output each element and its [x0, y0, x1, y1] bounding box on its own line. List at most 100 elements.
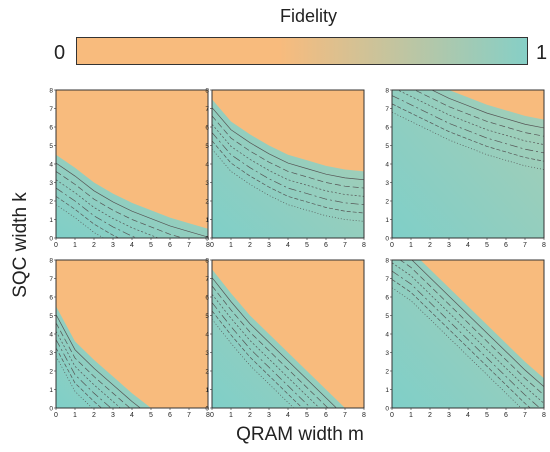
y-tick-label: 1: [205, 387, 209, 394]
x-tick-label: 7: [187, 412, 191, 419]
x-tick-label: 6: [504, 242, 508, 249]
y-tick-label: 8: [385, 258, 389, 265]
y-tick-label: 5: [49, 143, 53, 150]
contour-line: [411, 260, 544, 387]
x-tick-label: 7: [343, 412, 347, 419]
colorbar-max-label: 1: [536, 42, 548, 64]
y-tick-label: 8: [205, 258, 209, 265]
y-tick-label: 2: [49, 369, 53, 376]
y-tick-label: 4: [385, 332, 389, 339]
x-tick-label: 5: [305, 242, 309, 249]
y-tick-label: 0: [49, 406, 53, 413]
x-tick-label: 1: [409, 242, 413, 249]
x-tick-label: 2: [92, 242, 96, 249]
x-tick-label: 2: [248, 242, 252, 249]
y-tick-label: 0: [385, 236, 389, 243]
x-tick-label: 5: [305, 412, 309, 419]
y-tick-label: 6: [385, 295, 389, 302]
colorbar-title: Fidelity: [280, 6, 338, 26]
x-tick-label: 8: [542, 412, 546, 419]
contour-line: [392, 279, 531, 408]
contour-line: [212, 115, 364, 189]
y-tick-label: 1: [205, 217, 209, 224]
y-tick-label: 1: [385, 217, 389, 224]
x-tick-label: 4: [130, 412, 134, 419]
x-tick-label: 8: [206, 242, 210, 249]
x-tick-label: 0: [390, 412, 394, 419]
x-tick-label: 6: [324, 412, 328, 419]
contour-line: [431, 90, 544, 129]
y-tick-label: 8: [49, 88, 53, 95]
x-tick-label: 0: [210, 412, 214, 419]
contour-line: [212, 132, 364, 206]
x-tick-label: 8: [362, 412, 366, 419]
x-tick-label: 2: [428, 412, 432, 419]
x-tick-label: 0: [210, 242, 214, 249]
x-tick-label: 4: [466, 242, 470, 249]
y-tick-label: 5: [49, 313, 53, 320]
x-tick-label: 3: [267, 412, 271, 419]
y-tick-label: 6: [49, 295, 53, 302]
y-tick-label: 5: [205, 313, 209, 320]
y-tick-label: 7: [205, 106, 209, 113]
high-fidelity-region: [56, 154, 208, 238]
high-fidelity-region: [392, 90, 544, 238]
y-tick-label: 7: [49, 276, 53, 283]
colorbar: [76, 37, 528, 65]
y-tick-label: 8: [205, 88, 209, 95]
x-tick-label: 1: [229, 412, 233, 419]
y-tick-label: 3: [385, 180, 389, 187]
y-tick-label: 6: [205, 295, 209, 302]
contour-line: [392, 262, 544, 404]
contour-line: [414, 90, 544, 137]
contour-line: [56, 171, 184, 238]
x-tick-label: 5: [149, 242, 153, 249]
y-tick-label: 2: [205, 199, 209, 206]
y-tick-label: 7: [385, 106, 389, 113]
x-tick-label: 3: [111, 242, 115, 249]
x-tick-label: 5: [485, 242, 489, 249]
contour-line: [396, 90, 544, 145]
y-tick-label: 5: [385, 143, 389, 150]
contour-line: [56, 331, 121, 408]
contour-line: [56, 347, 102, 408]
y-tick-label: 8: [385, 88, 389, 95]
x-tick-label: 6: [324, 242, 328, 249]
x-tick-label: 3: [111, 412, 115, 419]
y-tick-label: 5: [205, 143, 209, 150]
x-tick-label: 5: [149, 412, 153, 419]
y-tick-label: 4: [385, 162, 389, 169]
y-tick-label: 1: [49, 387, 53, 394]
x-tick-label: 2: [428, 242, 432, 249]
y-tick-label: 6: [385, 125, 389, 132]
contour-line: [212, 318, 295, 408]
x-tick-label: 3: [447, 242, 451, 249]
x-tick-label: 4: [130, 242, 134, 249]
x-tick-label: 6: [168, 412, 172, 419]
x-axis-label: QRAM width m: [236, 424, 364, 445]
contour-line: [56, 339, 112, 408]
contour-line: [212, 310, 303, 408]
x-tick-label: 3: [447, 412, 451, 419]
x-tick-label: 8: [206, 412, 210, 419]
x-tick-label: 1: [73, 242, 77, 249]
y-tick-label: 4: [49, 162, 53, 169]
contour-line: [56, 356, 93, 408]
x-tick-label: 7: [343, 242, 347, 249]
y-tick-label: 1: [49, 217, 53, 224]
x-tick-label: 3: [267, 242, 271, 249]
y-tick-label: 4: [49, 332, 53, 339]
y-tick-label: 0: [385, 406, 389, 413]
y-tick-label: 3: [49, 180, 53, 187]
y-tick-label: 0: [205, 406, 209, 413]
contour-line: [212, 140, 364, 214]
high-fidelity-region: [392, 260, 544, 408]
x-tick-label: 2: [248, 412, 252, 419]
contour-line: [56, 314, 141, 408]
x-tick-label: 1: [409, 412, 413, 419]
